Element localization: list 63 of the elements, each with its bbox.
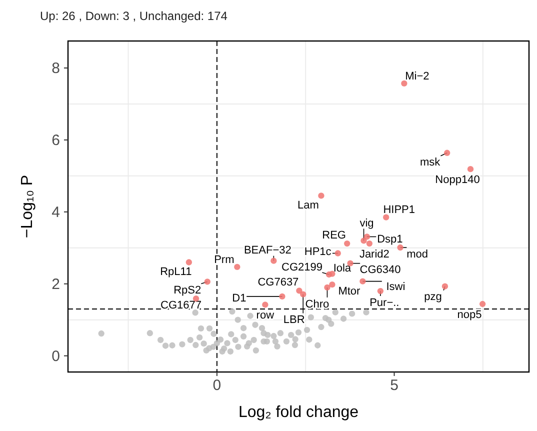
point xyxy=(204,278,210,285)
point xyxy=(300,291,306,298)
annotation: nop5 xyxy=(457,308,482,321)
annotation: Pur−.. xyxy=(370,296,400,309)
annotation: mod xyxy=(406,248,428,260)
point xyxy=(377,288,384,294)
annotation: CG2199 xyxy=(282,261,322,274)
annotation: Mtor xyxy=(338,285,361,298)
point xyxy=(326,271,332,278)
point xyxy=(334,250,341,256)
y-tick-label: 2 xyxy=(52,276,60,294)
point xyxy=(479,300,486,308)
point xyxy=(383,214,390,220)
point xyxy=(270,258,277,264)
point xyxy=(344,240,350,247)
point xyxy=(401,80,408,87)
annotation: Iola xyxy=(333,262,352,275)
annotation: vig xyxy=(360,218,374,230)
chart-subtitle: Up: 26 , Down: 3 , Unchanged: 174 xyxy=(40,9,228,23)
annotation: Iswi xyxy=(386,281,406,294)
point xyxy=(467,166,474,172)
y-tick-label: 0 xyxy=(52,348,60,366)
point xyxy=(442,283,448,290)
annotation: CG1677 xyxy=(160,299,202,312)
annotation: HP1c xyxy=(304,246,332,258)
point xyxy=(444,150,450,156)
point xyxy=(318,192,324,199)
point xyxy=(186,259,192,266)
x-axis-title: Log₂ fold change xyxy=(238,404,359,421)
annotation: REG xyxy=(322,229,346,242)
y-tick-label: 8 xyxy=(52,60,60,78)
annotation: Nopp140 xyxy=(435,174,480,186)
point xyxy=(366,240,373,247)
annotation: Chro xyxy=(305,298,330,310)
point xyxy=(262,302,268,308)
point xyxy=(324,284,330,291)
annotation: Jarid2 xyxy=(359,248,390,260)
annotation: RpS2 xyxy=(174,284,202,297)
point xyxy=(234,264,240,270)
y-axis-title: −Log₁₀ P xyxy=(19,174,36,238)
point xyxy=(329,281,336,288)
annotation: LBR xyxy=(283,314,305,326)
annotation: msk xyxy=(420,156,441,169)
annotation: RpL11 xyxy=(160,266,192,278)
point xyxy=(360,238,367,244)
annotation: Lam xyxy=(297,200,319,212)
annotation: Prm xyxy=(214,254,234,266)
annotation: BEAF−32 xyxy=(244,244,292,257)
annotation: CG7637 xyxy=(258,276,299,289)
point xyxy=(296,288,302,294)
annotation: Dsp1 xyxy=(377,234,403,246)
annotation: D1 xyxy=(232,292,246,304)
annotation: pzg xyxy=(424,291,442,304)
annotation: row xyxy=(256,310,274,322)
annotation: Mi−2 xyxy=(405,70,430,82)
annotation: HIPP1 xyxy=(383,204,415,216)
annotation: CG6340 xyxy=(360,264,401,276)
point xyxy=(360,278,366,284)
y-tick-label: 4 xyxy=(52,204,60,222)
x-tick-label: 5 xyxy=(390,377,398,394)
y-tick-label: 6 xyxy=(52,132,60,150)
point xyxy=(364,234,370,240)
point xyxy=(279,293,286,300)
